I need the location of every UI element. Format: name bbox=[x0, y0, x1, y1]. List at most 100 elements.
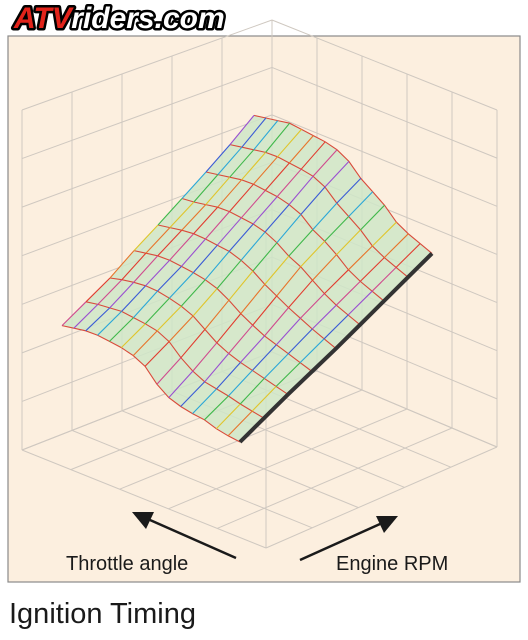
surface-row-line bbox=[229, 144, 409, 278]
surface-cell bbox=[300, 338, 336, 372]
surface-column-line bbox=[109, 281, 135, 309]
surface-column-line bbox=[240, 231, 266, 261]
surface-column-line bbox=[276, 266, 302, 297]
back-right-wall-line bbox=[271, 114, 498, 207]
surface-column-line bbox=[275, 362, 301, 387]
surface-column-line bbox=[288, 175, 314, 205]
surface-cell bbox=[289, 135, 326, 170]
surface-cell bbox=[277, 169, 314, 205]
surface-row-line bbox=[181, 197, 361, 326]
surface-cell bbox=[240, 284, 277, 326]
surface-cell bbox=[276, 266, 313, 308]
surface-column-line bbox=[240, 284, 266, 314]
surface-cell bbox=[241, 152, 278, 185]
surface-column-line bbox=[228, 270, 254, 301]
surface-cell bbox=[109, 317, 146, 348]
surface-cell bbox=[288, 229, 325, 267]
surface-cell bbox=[289, 176, 325, 215]
surface-column-line bbox=[228, 324, 254, 354]
surface-cell bbox=[265, 204, 301, 243]
surface-column-line bbox=[157, 229, 183, 257]
logo-text: ATVriders.com bbox=[13, 2, 225, 35]
surface-cell bbox=[216, 404, 253, 436]
surface-cell bbox=[121, 323, 158, 356]
surface-cell bbox=[145, 260, 182, 292]
surface-column-line bbox=[229, 149, 255, 178]
surface-cell bbox=[300, 187, 337, 230]
surface-cell bbox=[205, 177, 242, 208]
surface-cell bbox=[265, 123, 302, 157]
surface-cell bbox=[180, 329, 217, 372]
surface-column-line bbox=[252, 242, 278, 272]
surface-column-line bbox=[241, 117, 267, 148]
surface-cell bbox=[206, 144, 242, 175]
surface-cell bbox=[217, 147, 254, 178]
surface-cell bbox=[181, 239, 218, 273]
surface-cell bbox=[301, 141, 338, 177]
surface-column-line bbox=[312, 149, 338, 177]
surface-cell bbox=[156, 357, 193, 398]
surface-cell bbox=[192, 342, 229, 382]
surface-column-line bbox=[180, 381, 206, 407]
surface-column-line bbox=[300, 186, 326, 215]
surface-column-line bbox=[287, 328, 313, 355]
surface-cell bbox=[134, 225, 170, 254]
surface-cell bbox=[288, 280, 325, 319]
logo-shadow: ATVriders.com bbox=[13, 2, 225, 35]
surface-column-line bbox=[347, 290, 373, 316]
surface-column-line bbox=[217, 146, 243, 175]
floor-line bbox=[21, 449, 267, 549]
surface-column-line bbox=[324, 269, 349, 294]
surface-column-line bbox=[204, 353, 230, 383]
surface-column-line bbox=[323, 314, 349, 340]
surface-column-line bbox=[133, 290, 158, 318]
surface-cell bbox=[145, 227, 182, 256]
surface-column-line bbox=[312, 202, 338, 230]
surface-column-line bbox=[157, 266, 182, 292]
surface-cell bbox=[312, 254, 349, 294]
atvriders-logo[interactable]: ATVriders.com ATVriders.com bbox=[11, 0, 228, 38]
surface-cell bbox=[110, 250, 146, 280]
surface-cell bbox=[360, 205, 397, 246]
surface-column-line bbox=[85, 277, 111, 303]
surface-column-line bbox=[251, 386, 277, 412]
surface-column-line bbox=[97, 279, 123, 305]
surface-cell bbox=[205, 251, 242, 289]
surface-column-line bbox=[168, 272, 194, 299]
surface-column-line bbox=[288, 229, 314, 257]
surface-column-line bbox=[145, 227, 171, 254]
surface-column-line bbox=[348, 245, 373, 271]
surface-column-line bbox=[251, 344, 277, 371]
surface-column-line bbox=[180, 329, 206, 359]
surface-cell bbox=[133, 291, 170, 324]
surface-column-line bbox=[275, 317, 301, 346]
surface-cell bbox=[216, 362, 253, 396]
floor-line bbox=[121, 410, 359, 509]
surface-column-line bbox=[133, 255, 159, 283]
surface-cell bbox=[86, 278, 122, 305]
surface-cell bbox=[168, 371, 205, 407]
surface-cell bbox=[240, 335, 277, 371]
surface-column-line bbox=[181, 171, 207, 199]
surface-cell bbox=[252, 386, 288, 419]
surface-column-line bbox=[336, 229, 361, 255]
surface-cell bbox=[85, 307, 122, 336]
surface-column-line bbox=[336, 178, 362, 204]
surface-cell bbox=[181, 204, 218, 234]
surface-cell bbox=[324, 216, 361, 255]
surface-column-line bbox=[144, 297, 170, 325]
surface-cell bbox=[313, 149, 349, 187]
surface-column-line bbox=[324, 161, 350, 188]
surface-cell bbox=[324, 269, 361, 306]
surface-cell bbox=[348, 291, 384, 325]
surface-column-line bbox=[288, 279, 313, 308]
surface-column-line bbox=[265, 122, 291, 153]
surface-column-line bbox=[205, 144, 231, 173]
floor-line bbox=[71, 429, 313, 529]
surface-column-line bbox=[180, 279, 206, 307]
surface-column-line bbox=[240, 335, 265, 363]
surface-cell bbox=[312, 305, 349, 339]
surface-column-line bbox=[360, 204, 385, 231]
surface-column-line bbox=[156, 357, 182, 385]
surface-cell bbox=[169, 272, 206, 307]
